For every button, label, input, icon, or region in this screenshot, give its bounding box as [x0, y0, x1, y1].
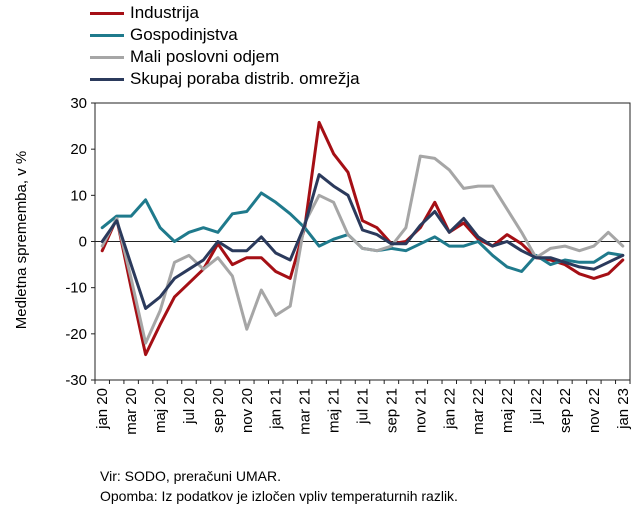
- legend-item-mali-poslovni-odjem: Mali poslovni odjem: [90, 46, 360, 68]
- x-tick-label: maj 21: [326, 388, 343, 433]
- x-tick-label: jan 22: [441, 388, 458, 430]
- x-tick-label: jan 20: [94, 388, 111, 430]
- y-tick-label: 10: [70, 187, 87, 204]
- x-tick-label: mar 22: [470, 388, 487, 435]
- y-tick-label: -10: [65, 280, 87, 297]
- legend-label-skupaj: Skupaj poraba distrib. omrežja: [130, 69, 360, 88]
- x-tick-label: jul 22: [528, 388, 545, 425]
- legend-item-industrija: Industrija: [90, 2, 360, 24]
- footnote: Opomba: Iz podatkov je izločen vpliv tem…: [100, 488, 458, 504]
- legend-swatch-industrija: [90, 11, 124, 15]
- x-tick-label: jan 23: [615, 388, 632, 430]
- x-tick-label: jan 21: [268, 388, 285, 430]
- y-axis-label: Medletna sprememba, v %: [13, 151, 30, 329]
- source-note: Vir: SODO, preračuni UMAR.: [100, 468, 282, 484]
- legend-label-industrija: Industrija: [130, 3, 199, 22]
- y-tick-label: 0: [79, 234, 87, 251]
- x-tick-label: nov 22: [586, 388, 603, 433]
- notes: Vir: SODO, preračuni UMAR. Opomba: Iz po…: [100, 466, 458, 506]
- x-tick-label: nov 21: [412, 388, 429, 433]
- legend-swatch-mali-poslovni-odjem: [90, 55, 124, 59]
- x-tick-label: mar 20: [123, 388, 140, 435]
- legend-swatch-gospodinjstva: [90, 33, 124, 37]
- x-tick-label: jul 21: [355, 388, 372, 425]
- y-tick-label: -20: [65, 326, 87, 343]
- legend-item-skupaj: Skupaj poraba distrib. omrežja: [90, 68, 360, 90]
- x-tick-label: nov 20: [239, 388, 256, 433]
- x-tick-label: maj 20: [152, 388, 169, 433]
- x-tick-label: sep 22: [557, 388, 574, 433]
- legend: Industrija Gospodinjstva Mali poslovni o…: [90, 2, 360, 90]
- x-tick-label: sep 21: [383, 388, 400, 433]
- series-line-skupaj-poraba-distrib-omre-ja: [100, 173, 625, 310]
- x-tick-label: maj 22: [499, 388, 516, 433]
- series-lines: [100, 120, 625, 357]
- y-tick-label: 30: [70, 95, 87, 112]
- legend-swatch-skupaj: [90, 77, 124, 81]
- legend-label-mali-poslovni-odjem: Mali poslovni odjem: [130, 47, 280, 66]
- x-tick-label: sep 20: [210, 388, 227, 433]
- y-tick-label: 20: [70, 141, 87, 158]
- x-tick-labels: jan 20 mar 20 maj 20 jul 20 sep 20 nov 20 jan …: [94, 380, 632, 435]
- y-tick-label: -30: [65, 372, 87, 389]
- legend-label-gospodinjstva: Gospodinjstva: [130, 25, 238, 44]
- y-tick-labels: 30 20 10 0 -10 -20 -30: [65, 95, 95, 389]
- x-tick-label: jul 20: [181, 388, 198, 425]
- x-tick-label: mar 21: [297, 388, 314, 435]
- legend-item-gospodinjstva: Gospodinjstva: [90, 24, 360, 46]
- series-line-mali-poslovni-odjem: [100, 154, 625, 345]
